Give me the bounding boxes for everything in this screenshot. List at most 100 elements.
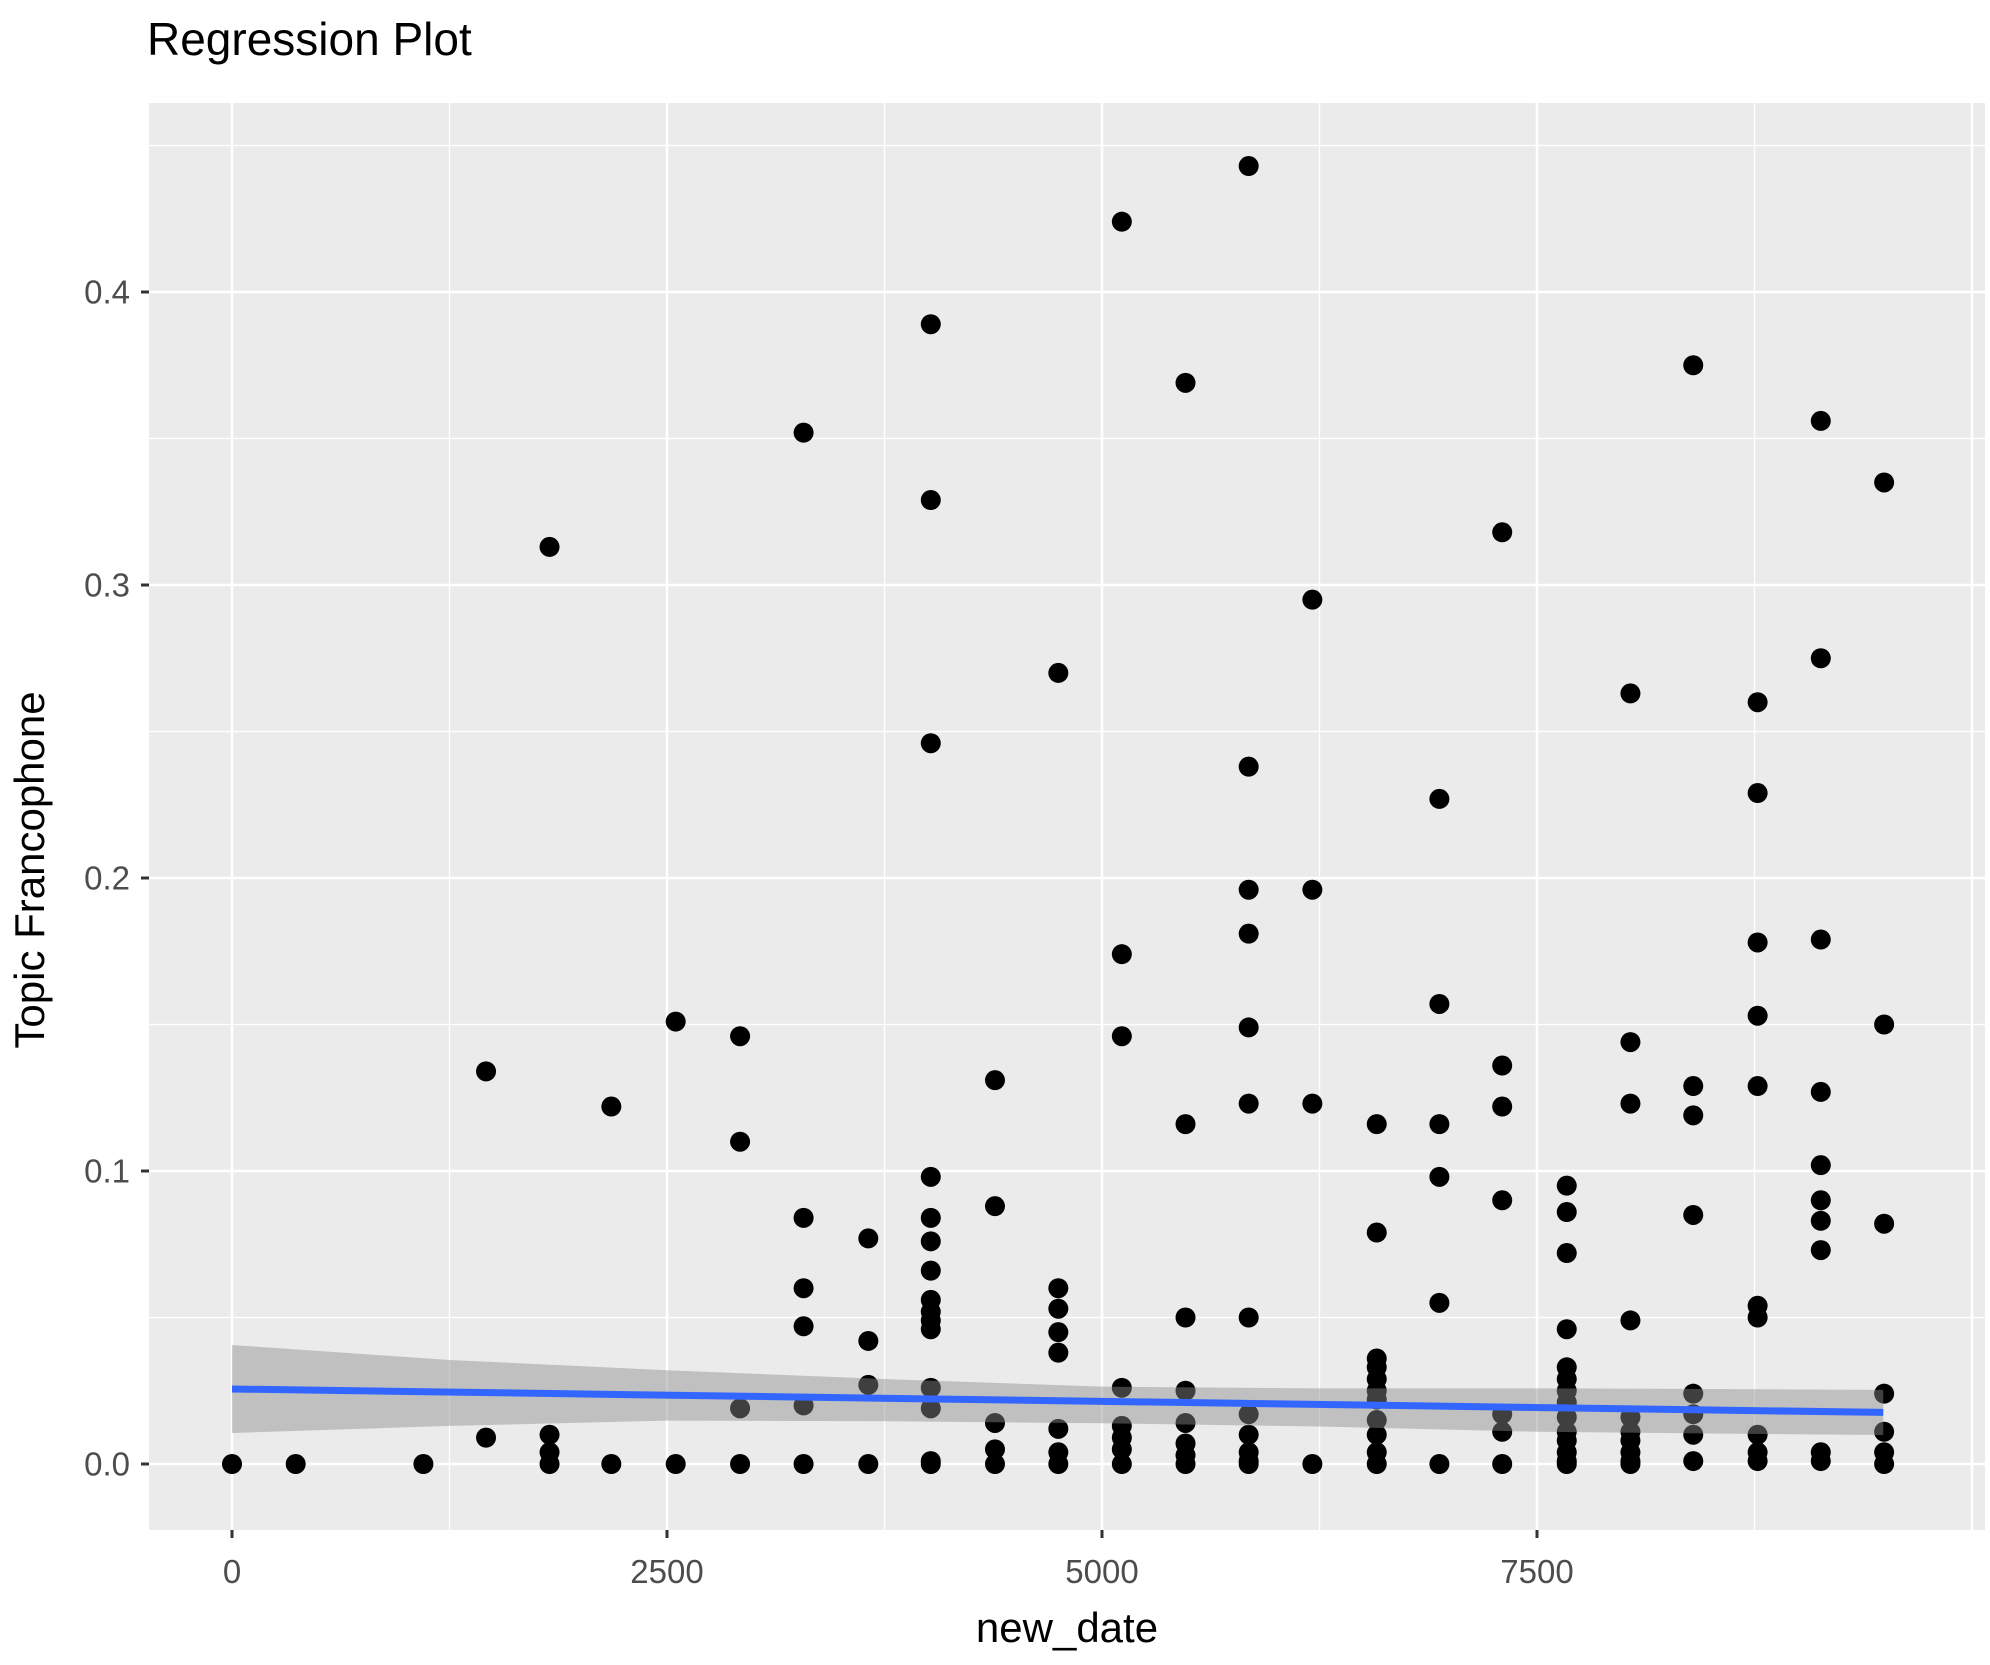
data-point [1556,1175,1577,1196]
data-point [730,1398,751,1419]
data-point [1620,1032,1641,1053]
data-point [1810,1155,1831,1176]
data-point [1810,1190,1831,1211]
data-point [1175,1412,1196,1433]
data-point [858,1330,879,1351]
data-point [1366,1424,1387,1445]
data-point [601,1096,622,1117]
data-point [1238,1454,1259,1474]
data-point [1556,1319,1577,1340]
data-point [920,1398,941,1419]
data-point [285,1454,306,1474]
data-point [1175,1114,1196,1135]
data-point [793,1278,814,1299]
data-point [1874,1454,1895,1474]
data-point [984,1412,1005,1433]
data-point [1048,1278,1069,1299]
data-point [1810,1451,1831,1472]
data-point [1111,944,1132,965]
data-point [1302,1454,1323,1474]
data-point [730,1131,751,1152]
data-point [793,1454,814,1474]
data-point [1429,1166,1450,1187]
x-tick-label: 0 [223,1553,241,1590]
grid-major [149,103,1985,1530]
confidence-band [232,1345,1884,1435]
data-point [1747,783,1768,804]
data-point [1238,1093,1259,1114]
data-point [1429,1454,1450,1474]
data-point [601,1454,622,1474]
data-point [1429,788,1450,809]
data-point [858,1374,879,1395]
data-point [1556,1407,1577,1428]
axis-ticks [141,290,1539,1538]
data-point [1175,1454,1196,1474]
data-point [984,1439,1005,1460]
data-point [793,1207,814,1228]
data-point [984,1454,1005,1474]
data-point [1492,1454,1513,1474]
data-point [1556,1243,1577,1264]
data-point [1874,1213,1895,1234]
data-point [1429,993,1450,1014]
regression-line [231,1385,1884,1416]
plot-panel [149,103,1985,1530]
data-point [1874,1383,1895,1404]
data-point [476,1061,497,1082]
data-point [1429,1292,1450,1313]
data-point [920,1454,941,1474]
data-point [1492,1190,1513,1211]
data-point [1111,1377,1132,1398]
data-point [1111,1454,1132,1474]
data-point [1810,1240,1831,1261]
data-point [1620,1454,1641,1474]
data-point [539,1424,560,1445]
data-point [1366,1222,1387,1243]
data-point [730,1026,751,1047]
chart-title: Regression Plot [147,13,472,65]
y-tick-labels: 0.0 0.1 0.2 0.3 0.4 [84,274,130,1483]
data-point [1874,1014,1895,1035]
data-point [1302,1093,1323,1114]
data-point [1366,1454,1387,1474]
data-point [1048,1342,1069,1363]
data-point [858,1228,879,1249]
data-point [1683,1383,1704,1404]
data-point [1747,932,1768,953]
data-point [1048,1418,1069,1439]
data-point [1747,1005,1768,1026]
data-point [730,1454,751,1474]
data-point [1302,879,1323,900]
data-point [920,1260,941,1281]
data-point [1175,1380,1196,1401]
data-point [1175,372,1196,393]
y-tick-label: 0.0 [84,1446,130,1483]
data-point [1556,1454,1577,1474]
data-point [1810,1081,1831,1102]
y-tick-label: 0.1 [84,1153,130,1190]
data-point [1238,156,1259,177]
data-point [1429,1114,1450,1135]
data-point [858,1454,879,1474]
data-point [920,1377,941,1398]
data-point [1492,1096,1513,1117]
data-point [920,1207,941,1228]
data-point [222,1454,242,1474]
data-point [1492,1421,1513,1442]
data-point [920,1231,941,1252]
data-point [476,1427,497,1448]
data-point [1048,662,1069,683]
data-point [1747,1076,1768,1097]
data-point [1366,1410,1387,1431]
data-point [1238,1404,1259,1425]
data-point [1048,1298,1069,1319]
x-tick-label: 2500 [630,1553,703,1590]
y-axis-title: Topic Francophone [6,691,53,1048]
data-point [1048,1322,1069,1343]
data-point [1683,355,1704,376]
data-point [1874,472,1895,493]
data-point [1492,1055,1513,1076]
data-point [1492,522,1513,543]
